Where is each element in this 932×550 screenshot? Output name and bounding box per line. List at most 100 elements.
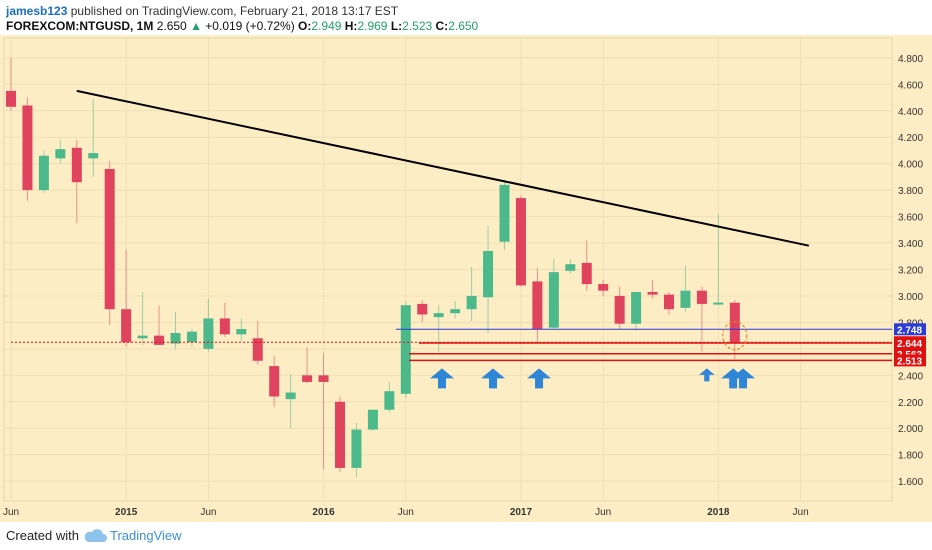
- close-value: 2.650: [448, 19, 479, 33]
- up-arrow-icon: [699, 368, 715, 382]
- candle-body: [351, 429, 362, 468]
- close-label: C:: [435, 19, 449, 33]
- tradingview-link[interactable]: TradingView: [110, 528, 182, 543]
- y-tick-label: 4.600: [898, 80, 923, 91]
- price-label: 2.513: [897, 356, 922, 367]
- y-tick-label: 3.000: [898, 292, 923, 303]
- price-change: +0.019 (+0.72%): [205, 19, 295, 33]
- open-value: 2.949: [311, 19, 342, 33]
- grid-lines: [3, 37, 893, 502]
- candle-body: [71, 147, 82, 183]
- up-triangle-icon: ▲: [190, 19, 202, 33]
- candle-body: [696, 290, 707, 304]
- candle-body: [647, 291, 658, 295]
- candle-body: [664, 294, 674, 310]
- candle-body: [6, 90, 16, 107]
- trendline-group: [76, 89, 810, 351]
- y-tick-label: 4.000: [898, 160, 923, 171]
- candle-body: [614, 295, 625, 324]
- y-tick-label: 4.200: [898, 133, 923, 144]
- candle-body: [515, 198, 526, 286]
- candle-body: [499, 184, 510, 242]
- candle-body: [367, 409, 378, 430]
- candle-body: [548, 272, 559, 328]
- x-tick-label: Jun: [793, 507, 809, 518]
- y-tick-label: 4.800: [898, 54, 923, 65]
- publish-text: published on TradingView.com, February 2…: [70, 4, 399, 18]
- high-value: 2.969: [357, 19, 388, 33]
- last-price: 2.650: [156, 19, 187, 33]
- x-tick-label: Jun: [398, 507, 414, 518]
- x-tick-label: Jun: [595, 507, 611, 518]
- candle-body: [680, 290, 691, 308]
- up-arrow-icon: [527, 368, 552, 389]
- x-tick-label: Jun: [200, 507, 216, 518]
- symbol-info: FOREXCOM:NTGUSD, 1M 2.650 ▲ +0.019 (+0.7…: [6, 19, 478, 33]
- x-tick-label: 2018: [707, 507, 730, 518]
- candle-body: [154, 335, 165, 345]
- high-label: H:: [344, 19, 358, 33]
- y-tick-label: 3.400: [898, 239, 923, 250]
- candle-body: [729, 302, 740, 343]
- candle-body: [236, 329, 247, 335]
- up-arrow-icon: [731, 368, 756, 389]
- symbol-label: FOREXCOM:NTGUSD, 1M: [6, 19, 154, 33]
- candle-body: [38, 155, 49, 191]
- candle-body: [121, 309, 132, 343]
- created-with-text: Created with: [6, 528, 79, 543]
- candle-body: [104, 168, 115, 310]
- candle-body: [450, 309, 461, 314]
- horizontal-lines: [11, 328, 892, 362]
- candle-body: [713, 302, 724, 305]
- plot-background: [0, 35, 932, 522]
- low-value: 2.523: [402, 19, 433, 33]
- highlight-ellipse: [722, 321, 748, 351]
- candle-body: [269, 366, 280, 397]
- candle-body: [400, 305, 411, 394]
- price-label-box: [894, 337, 926, 350]
- price-label: 2.748: [897, 325, 922, 336]
- y-tick-label: 4.400: [898, 107, 923, 118]
- y-tick-label: 1.800: [898, 451, 923, 462]
- candle-body: [302, 375, 313, 382]
- y-tick-label: 2.400: [898, 371, 923, 382]
- candle-body: [203, 318, 214, 349]
- x-tick-label: Jun: [3, 507, 19, 518]
- candle-body: [318, 375, 329, 382]
- x-axis: Jun 2015 Jun 2016 Jun 2017 Jun 2018 Jun: [3, 507, 809, 518]
- x-tick-label: 2015: [115, 507, 138, 518]
- up-arrow-icon: [429, 368, 454, 389]
- candle-body: [55, 149, 66, 159]
- y-tick-label: 3.800: [898, 186, 923, 197]
- cloud-icon[interactable]: [82, 527, 108, 545]
- candle-body: [88, 153, 99, 159]
- candle-body: [170, 332, 181, 344]
- x-tick-label: 2016: [312, 507, 335, 518]
- chart-header: jamesb123 published on TradingView.com, …: [6, 2, 926, 33]
- open-label: O:: [298, 19, 312, 33]
- price-label-box: [894, 323, 926, 336]
- candle-body: [433, 313, 444, 318]
- price-chart[interactable]: 1.6001.8002.0002.2002.4002.6002.8003.000…: [0, 35, 932, 522]
- candle-body: [565, 264, 576, 271]
- candles: [6, 57, 740, 478]
- y-tick-label: 3.600: [898, 213, 923, 224]
- candle-body: [483, 250, 494, 298]
- candle-body: [219, 318, 230, 335]
- candle-body: [631, 291, 642, 324]
- candle-body: [532, 281, 543, 330]
- candle-body: [285, 392, 296, 400]
- candle-body: [581, 262, 592, 285]
- x-tick-label: 2017: [510, 507, 533, 518]
- author-name[interactable]: jamesb123: [6, 4, 68, 18]
- trendline: [76, 89, 810, 247]
- publish-info: jamesb123 published on TradingView.com, …: [6, 4, 398, 18]
- up-arrows: [429, 368, 756, 389]
- candle-body: [252, 338, 263, 361]
- candle-body: [384, 391, 395, 410]
- up-arrow-icon: [480, 368, 505, 389]
- price-label-box: [894, 354, 926, 367]
- y-tick-label: 2.000: [898, 424, 923, 435]
- y-tick-label: 3.200: [898, 266, 923, 277]
